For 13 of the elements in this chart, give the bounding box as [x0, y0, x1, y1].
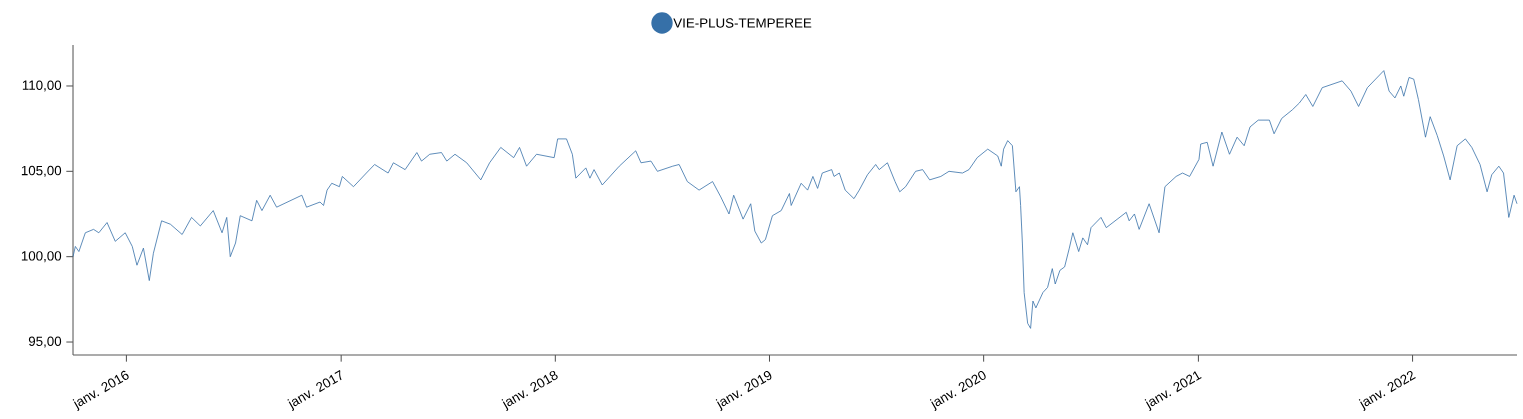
- x-tick-label: janv. 2022: [1358, 370, 1416, 412]
- line-series: [72, 70, 1518, 329]
- y-tick-label: 105,00: [21, 165, 62, 177]
- x-tick-label: janv. 2018: [501, 370, 558, 412]
- y-tick-label: 100,00: [21, 251, 62, 263]
- x-tick-label: janv. 2020: [929, 370, 986, 412]
- x-tick-label: janv. 2017: [287, 370, 342, 412]
- x-tick-label: janv. 2021: [1144, 371, 1202, 412]
- x-tick-label: janv. 2019: [715, 371, 772, 412]
- legend-label: VIE-PLUS-TEMPEREE: [673, 18, 812, 28]
- y-tick-label: 95,00: [28, 336, 62, 348]
- y-tick-label: 110,00: [22, 80, 62, 92]
- x-tick-label: janv. 2016: [72, 370, 129, 412]
